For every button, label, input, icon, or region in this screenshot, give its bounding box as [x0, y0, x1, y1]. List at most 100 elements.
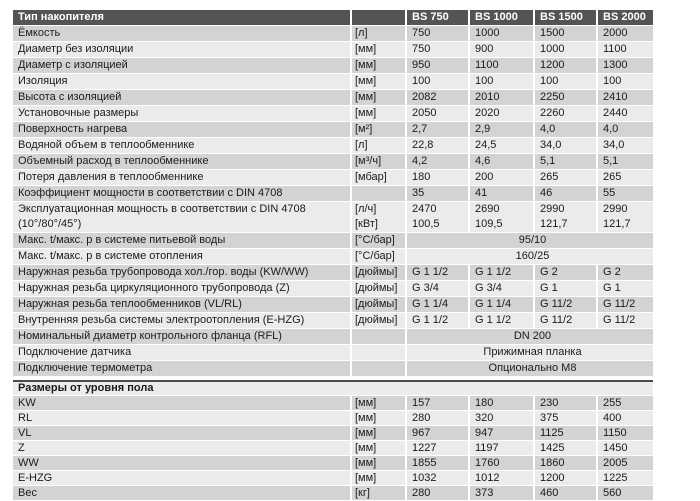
row-label: Установочные размеры [13, 106, 350, 121]
row-span-value: 160/25 [407, 249, 653, 264]
spec-table: Тип накопителя BS 750 BS 1000 BS 1500 BS… [13, 10, 653, 501]
row-value: 1125 [535, 426, 596, 440]
row-value: G 1 1/2 [407, 265, 468, 280]
row-value-line2: 121,7 [603, 218, 631, 230]
section-gap [13, 377, 653, 380]
row-value: 1500 [535, 26, 596, 41]
row-value: 34,0 [598, 138, 653, 153]
table-row: Внутренняя резьба системы электроотоплен… [13, 313, 653, 328]
row-value: 900 [470, 42, 533, 57]
row-value: 2010 [470, 90, 533, 105]
row-unit: [дюймы] [352, 297, 405, 312]
row-label: Диаметр с изоляцией [13, 58, 350, 73]
row-value: 1425 [535, 441, 596, 455]
row-value: 750 [407, 42, 468, 57]
row-value: 157 [407, 396, 468, 410]
row-label: Наружная резьба теплообменников (VL/RL) [13, 297, 350, 312]
row-value: G 11/2 [598, 297, 653, 312]
row-value: 35 [407, 186, 468, 201]
row-label: Наружная резьба трубопровода хол./гор. в… [13, 265, 350, 280]
row-value: 2990 121,7 [598, 202, 653, 232]
row-value-line1: 2990 [540, 203, 565, 215]
table-row: Изоляция [мм] 100 100 100 100 [13, 74, 653, 89]
row-value: 1227 [407, 441, 468, 455]
row-value: 22,8 [407, 138, 468, 153]
row-value: 1100 [470, 58, 533, 73]
row-value: 560 [598, 486, 653, 500]
row-unit: [мм] [352, 441, 405, 455]
row-value: 2050 [407, 106, 468, 121]
row-label: Изоляция [13, 74, 350, 89]
row-unit: [м³/ч] [352, 154, 405, 169]
row-value: G 1 [535, 281, 596, 296]
row-span-value: DN 200 [407, 329, 653, 344]
table-row: Поверхность нагрева [м²] 2,7 2,9 4,0 4,0 [13, 122, 653, 137]
table-row: Макс. t/макс. p в системе питьевой воды[… [13, 233, 653, 248]
row-value: 320 [470, 411, 533, 425]
row-label: Поверхность нагрева [13, 122, 350, 137]
row-value: 41 [470, 186, 533, 201]
row-value: 1760 [470, 456, 533, 470]
row-value: 2470 100,5 [407, 202, 468, 232]
row-label-line2: (10°/80°/45°) [18, 218, 82, 230]
row-unit [352, 329, 405, 344]
header-type-label: Тип накопителя [13, 10, 350, 25]
row-label: Наружная резьба циркуляционного трубопро… [13, 281, 350, 296]
row-unit: [°С/бар] [352, 249, 405, 264]
row-value: G 1 1/2 [470, 265, 533, 280]
row-value-line2: 121,7 [540, 218, 568, 230]
row-value: G 1 1/2 [407, 313, 468, 328]
row-value: 4,6 [470, 154, 533, 169]
row-unit: [мм] [352, 456, 405, 470]
row-value: G 2 [535, 265, 596, 280]
row-value: 24,5 [470, 138, 533, 153]
row-label: Макс. t/макс. p в системе питьевой воды [13, 233, 350, 248]
row-value: 1450 [598, 441, 653, 455]
row-value: 34,0 [535, 138, 596, 153]
row-label: Внутренняя резьба системы электроотоплен… [13, 313, 350, 328]
table-row: RL [мм] 280 320 375 400 [13, 411, 653, 425]
row-value: 2990 121,7 [535, 202, 596, 232]
table-row: VL [мм] 967 947 1125 1150 [13, 426, 653, 440]
row-value-line2: 100,5 [412, 218, 440, 230]
row-span-value: Опционально M8 [407, 361, 653, 376]
row-value: 947 [470, 426, 533, 440]
row-unit-line2: [кВт] [355, 218, 378, 230]
table-row: Наружная резьба циркуляционного трубопро… [13, 281, 653, 296]
row-value: 1300 [598, 58, 653, 73]
row-value: 750 [407, 26, 468, 41]
row-value: 100 [535, 74, 596, 89]
row-value: 5,1 [598, 154, 653, 169]
row-span-value: Прижимная планка [407, 345, 653, 360]
row-unit: [л] [352, 26, 405, 41]
table-row: Номинальный диаметр контрольного фланца … [13, 329, 653, 344]
row-unit: [мм] [352, 106, 405, 121]
table-row: Z [мм] 1227 1197 1425 1450 [13, 441, 653, 455]
row-value: 1100 [598, 42, 653, 57]
row-value: 2250 [535, 90, 596, 105]
row-value: 255 [598, 396, 653, 410]
row-value: 373 [470, 486, 533, 500]
row-label: Подключение термометра [13, 361, 350, 376]
table-row: Высота с изоляцией [мм] 2082 2010 2250 2410 [13, 90, 653, 105]
table-row: Вес [кг] 280 373 460 560 [13, 486, 653, 500]
row-label: Подключение датчика [13, 345, 350, 360]
row-value: 280 [407, 411, 468, 425]
row-value: G 1 [598, 281, 653, 296]
row-value-line1: 2690 [475, 203, 500, 215]
row-span-value: 95/10 [407, 233, 653, 248]
row-value: 2,7 [407, 122, 468, 137]
table-body: Ёмкость [л] 750 1000 1500 2000 Диаметр без изо… [13, 26, 653, 500]
table-row: Ёмкость [л] 750 1000 1500 2000 [13, 26, 653, 41]
row-value: 4,0 [535, 122, 596, 137]
row-value: G 3/4 [470, 281, 533, 296]
row-value: 2260 [535, 106, 596, 121]
row-label: Водяной объем в теплообменнике [13, 138, 350, 153]
row-value: 375 [535, 411, 596, 425]
row-label-line1: Эксплуатационная мощность в соответствии… [18, 203, 306, 215]
table-row: Макс. t/макс. p в системе отопления [°С/б… [13, 249, 653, 264]
row-label: Эксплуатационная мощность в соответствии… [13, 202, 350, 232]
row-value: 1200 [535, 471, 596, 485]
row-value: G 1 1/2 [470, 313, 533, 328]
row-value: 1197 [470, 441, 533, 455]
